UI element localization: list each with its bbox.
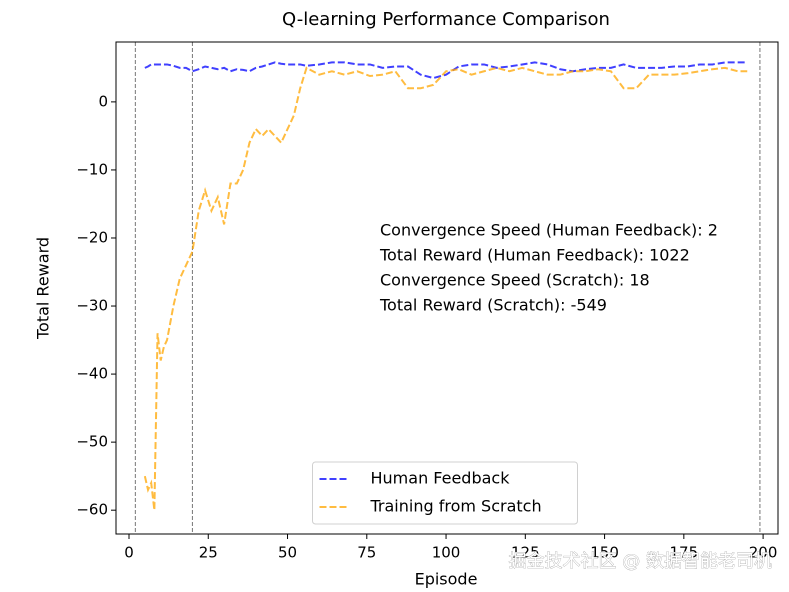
y-tick-label: −30 (76, 297, 108, 315)
x-tick-label: 175 (670, 544, 699, 562)
y-tick-label: −40 (76, 365, 108, 383)
x-tick-label: 75 (357, 544, 376, 562)
x-tick-label: 200 (749, 544, 778, 562)
y-axis-label: Total Reward (34, 237, 53, 340)
x-tick-label: 25 (199, 544, 218, 562)
annotation: Total Reward (Human Feedback): 1022 (379, 246, 690, 265)
watermark: 掘金技术社区 @ 数据智能老司机 (509, 551, 772, 572)
y-tick-label: 0 (98, 92, 108, 110)
annotation: Convergence Speed (Scratch): 18 (380, 271, 650, 290)
x-tick-label: 50 (278, 544, 297, 562)
plot-frame (115, 41, 779, 535)
x-tick-label: 125 (511, 544, 540, 562)
series-line (143, 66, 748, 511)
series-line (144, 61, 748, 80)
annotation: Convergence Speed (Human Feedback): 2 (380, 221, 718, 240)
chart-title: Q-learning Performance Comparison (282, 9, 610, 30)
y-tick-label: −60 (76, 501, 108, 519)
y-tick-label: −20 (76, 228, 108, 246)
x-tick-label: 0 (124, 544, 134, 562)
y-tick-label: −50 (76, 433, 108, 451)
legend-box (312, 461, 578, 525)
y-tick-label: −10 (76, 160, 108, 178)
legend-label: Human Feedback (371, 469, 511, 488)
annotation: Total Reward (Scratch): -549 (379, 296, 607, 315)
x-tick-label: 150 (590, 544, 619, 562)
x-axis-label: Episode (415, 570, 478, 589)
x-tick-label: 100 (432, 544, 461, 562)
legend-label: Training from Scratch (370, 497, 542, 516)
